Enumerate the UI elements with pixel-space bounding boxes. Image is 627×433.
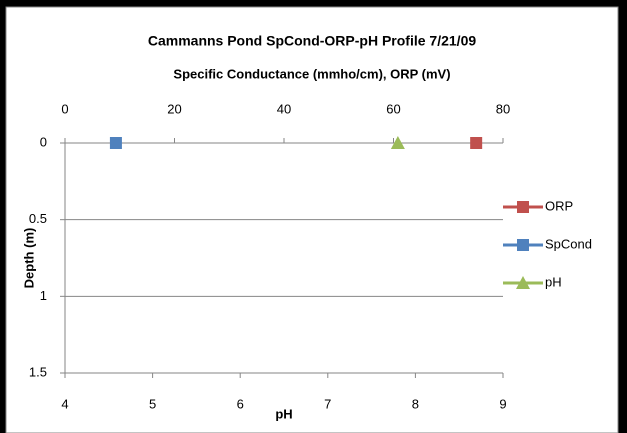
marker (390, 136, 405, 149)
chart-title: Cammanns Pond SpCond-ORP-pH Profile 7/21… (148, 33, 476, 49)
x2-axis-title: pH (275, 406, 292, 421)
y-tick-label: 0.5 (29, 211, 47, 226)
x2-tick-label: 4 (61, 396, 68, 411)
x-tick-label: 40 (277, 101, 291, 116)
x2-tick-label: 6 (237, 396, 244, 411)
marker (470, 137, 483, 149)
x-axis-title: Specific Conductance (mmho/cm), ORP (mV) (173, 66, 450, 81)
legend-label: SpCond (545, 236, 592, 251)
y-tick-label: 0 (40, 134, 47, 149)
x2-tick-label: 8 (412, 396, 419, 411)
y-tick-label: 1.5 (29, 364, 47, 379)
x-tick-label: 60 (386, 101, 400, 116)
y-tick-label: 1 (40, 288, 47, 303)
x-tick-label: 20 (167, 101, 181, 116)
y-axis-title: Depth (m) (21, 228, 36, 289)
x2-tick-label: 5 (149, 396, 156, 411)
legend-marker (517, 201, 529, 213)
x2-tick-label: 7 (324, 396, 331, 411)
x-tick-label: 80 (496, 101, 510, 116)
x-tick-label: 0 (61, 101, 68, 116)
legend-marker (516, 276, 530, 289)
legend-marker (517, 239, 529, 251)
x2-tick-label: 9 (499, 396, 506, 411)
legend-label: ORP (545, 198, 573, 213)
marker (109, 137, 122, 149)
legend-label: pH (545, 274, 562, 289)
